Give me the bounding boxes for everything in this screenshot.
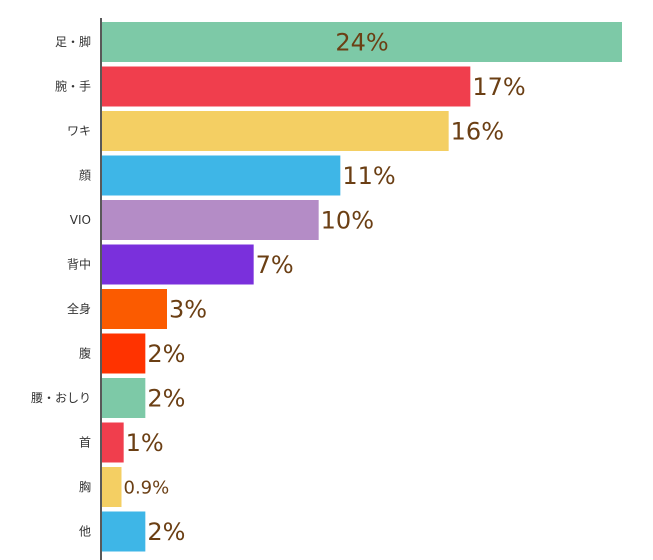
value-label: 11% [342,162,395,190]
value-label: 17% [472,73,525,101]
category-label: VIO [70,213,91,227]
category-label: 足・脚 [55,34,91,49]
value-label: 3% [169,296,207,324]
bar-2 [102,111,449,151]
category-label: 全身 [67,301,91,316]
bar-11 [102,511,146,552]
bar-7 [102,333,146,374]
value-label: 10% [321,207,374,235]
value-label: 1% [126,429,164,457]
category-label: 首 [79,436,91,450]
value-label: 2% [147,385,185,413]
value-label: 2% [147,340,185,368]
bar-3 [102,155,341,196]
category-label: 腹 [79,347,91,361]
value-label: 24% [335,29,388,57]
value-label: 16% [451,118,504,146]
bar-8 [102,378,146,418]
labels-layer: 足・脚 24% 腕・手 17% ワキ 16% 顔 11% VIO 10% 背中 7% 全身 3% 腹 2% 腰・… [31,29,526,547]
value-label: 0.9% [124,477,170,498]
category-label: 他 [79,525,91,539]
bar-1 [102,66,471,107]
category-label: 腰・おしり [31,391,91,405]
bar-9 [102,422,124,463]
category-label: 背中 [67,257,91,272]
bar-6 [102,289,167,329]
category-label: 腕・手 [55,79,91,94]
bar-5 [102,244,254,285]
bar-0 [102,22,622,62]
category-label: ワキ [67,124,91,138]
value-label: 7% [256,251,294,279]
bars-layer [102,22,622,552]
bar-10 [102,467,122,507]
value-label: 2% [147,518,185,546]
category-label: 顔 [79,168,91,183]
category-label: 胸 [79,479,91,494]
bar-4 [102,200,319,240]
